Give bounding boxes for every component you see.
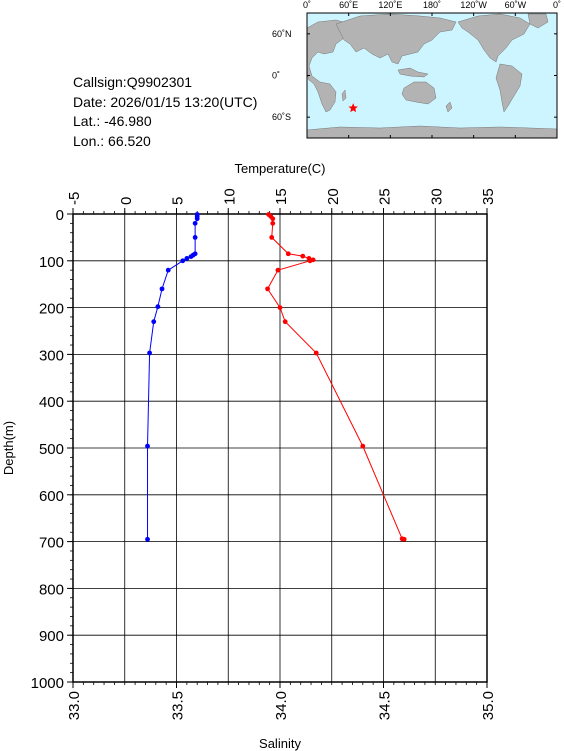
map-latitude-label: 60˚N — [272, 29, 292, 39]
depth-tick-label: 700 — [39, 535, 64, 552]
salinity-data-point — [155, 304, 161, 310]
map-longitude-label: 0˚ — [553, 0, 561, 10]
salinity-data-point — [194, 216, 200, 222]
map-latitude-label: 60˚S — [272, 112, 291, 122]
map-longitude-label: 0˚ — [303, 0, 311, 10]
plot-grid — [72, 213, 488, 683]
longitude-text: Lon.: 66.520 — [73, 133, 151, 149]
temperature-data-point — [300, 253, 306, 259]
salinity-data-point — [192, 220, 198, 226]
salinity-tick-label: 33.5 — [170, 691, 187, 720]
temperature-tick-label: 20 — [325, 188, 342, 205]
temperature-tick-label: 15 — [273, 188, 290, 205]
temperature-data-point — [277, 305, 283, 310]
map-longitude-label: 120˚W — [460, 0, 487, 10]
temperature-tick-label: 35 — [480, 188, 497, 205]
salinity-data-point — [188, 254, 194, 259]
salinity-tick-label: 34.5 — [377, 691, 394, 720]
temperature-tick-label: 10 — [221, 188, 238, 205]
salinity-axis-title: Salinity — [259, 736, 301, 751]
depth-tick-label: 0 — [56, 207, 64, 224]
salinity-data-point — [180, 258, 186, 264]
depth-tick-label: 800 — [39, 581, 64, 598]
temperature-tick-label: 0 — [118, 197, 135, 205]
temperature-data-point — [307, 258, 313, 264]
salinity-data-point — [145, 443, 150, 449]
salinity-profile-line — [147, 214, 198, 540]
latitude-text: Lat.: -46.980 — [73, 113, 152, 129]
map-longitude-label: 180˚ — [423, 0, 441, 10]
temperature-data-point — [270, 216, 276, 222]
salinity-data-point — [165, 267, 171, 273]
temperature-data-point — [285, 251, 291, 257]
callsign-text: Callsign:Q9902301 — [73, 74, 192, 90]
temperature-data-point — [282, 319, 288, 325]
depth-tick-label: 500 — [39, 441, 64, 458]
temperature-data-point — [360, 443, 366, 449]
station-info: Callsign:Q9902301 Date: 2026/01/15 13:20… — [73, 74, 257, 149]
salinity-data-point — [145, 536, 150, 542]
salinity-data-point — [151, 319, 157, 325]
temperature-data-point — [269, 235, 275, 240]
depth-tick-label: 200 — [39, 301, 64, 318]
depth-tick-label: 400 — [39, 394, 64, 411]
temperature-data-point — [275, 267, 281, 273]
temperature-data-point — [313, 350, 319, 356]
map-longitude-label: 60˚E — [339, 0, 358, 10]
salinity-tick-label: 34.0 — [273, 691, 290, 720]
map-land — [306, 13, 558, 139]
depth-tick-label: 600 — [39, 488, 64, 505]
temperature-data-point — [270, 220, 276, 226]
salinity-data-point — [159, 286, 165, 292]
map-longitude-label: 60˚W — [505, 0, 527, 10]
temperature-tick-label: 30 — [428, 188, 445, 205]
salinity-tick-label: 35.0 — [480, 691, 497, 720]
station-marker-icon — [348, 103, 358, 113]
salinity-data-point — [147, 350, 152, 356]
date-text: Date: 2026/01/15 13:20(UTC) — [73, 94, 257, 110]
location-map: 0˚ 60˚E 120˚E 180˚ 120˚W 60˚W 0˚ 60˚N 0˚ 60˚S — [272, 0, 561, 139]
depth-tick-label: 100 — [39, 254, 64, 271]
plot-series — [145, 212, 407, 542]
salinity-tick-label: 33.0 — [66, 691, 83, 720]
salinity-data-point — [184, 256, 190, 261]
depth-tick-label: 1000 — [31, 675, 64, 692]
temperature-tick-label: 5 — [170, 197, 187, 205]
map-longitude-label: 120˚E — [378, 0, 402, 10]
map-latitude-label: 0˚ — [272, 71, 280, 81]
temperature-axis-title: Temperature(C) — [234, 161, 325, 176]
depth-axis-title: Depth(m) — [1, 421, 16, 475]
temperature-tick-label: 25 — [377, 188, 394, 205]
temperature-tick-label: -5 — [66, 192, 83, 205]
depth-tick-label: 300 — [39, 347, 64, 364]
salinity-data-point — [192, 235, 198, 240]
temperature-data-point — [265, 286, 270, 292]
temperature-data-point — [401, 536, 407, 542]
depth-tick-label: 900 — [39, 628, 64, 645]
